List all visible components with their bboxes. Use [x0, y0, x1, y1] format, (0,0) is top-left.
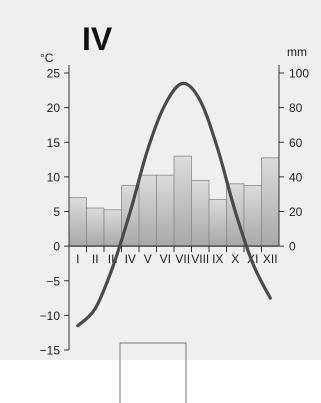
precipitation-bar: [156, 174, 175, 247]
precipitation-bar: [173, 155, 192, 247]
temperature-tick-label: 0: [53, 240, 60, 254]
precipitation-tick-label: 40: [289, 170, 303, 184]
temperature-curve: [76, 81, 272, 328]
month-label: VII: [175, 252, 190, 266]
temperature-tick-label: 25: [47, 67, 61, 81]
temperature-tick-label: −10: [40, 309, 61, 323]
month-label: III: [108, 252, 118, 266]
precipitation-bar: [138, 174, 157, 247]
precipitation-tick-label: 20: [289, 205, 303, 219]
temperature-tick-label: −5: [46, 274, 60, 288]
month-label: X: [231, 252, 239, 266]
precipitation-unit-label: mm: [287, 45, 307, 59]
chart-title: IV: [82, 21, 113, 57]
temperature-tick-label: 20: [47, 101, 61, 115]
precipitation-tick-label: 0: [289, 240, 296, 254]
temperature-tick-label: 5: [53, 205, 60, 219]
month-label: I: [76, 252, 79, 266]
month-label: V: [144, 252, 152, 266]
month-label: IV: [125, 252, 136, 266]
month-label: VI: [160, 252, 171, 266]
precipitation-bar: [243, 185, 262, 247]
precipitation-bar: [261, 157, 280, 247]
temperature-line: [76, 81, 272, 328]
empty-frame: [119, 342, 187, 403]
precipitation-bar: [68, 197, 87, 247]
precipitation-tick-label: 80: [289, 101, 303, 115]
precipitation-bar: [86, 207, 105, 247]
temperature-tick-label: −15: [40, 344, 61, 358]
precipitation-bar: [208, 198, 227, 247]
precipitation-bar: [103, 209, 122, 247]
precipitation-tick-label: 60: [289, 136, 303, 150]
month-label: XII: [263, 252, 278, 266]
temperature-unit-label: °C: [40, 51, 54, 65]
temperature-tick-label: 10: [47, 170, 61, 184]
precipitation-tick-label: 100: [289, 67, 309, 81]
precipitation-bar: [191, 179, 210, 247]
month-label: IX: [212, 252, 223, 266]
temperature-tick-label: 15: [47, 136, 61, 150]
month-label: VIII: [191, 252, 209, 266]
month-label: II: [92, 252, 99, 266]
